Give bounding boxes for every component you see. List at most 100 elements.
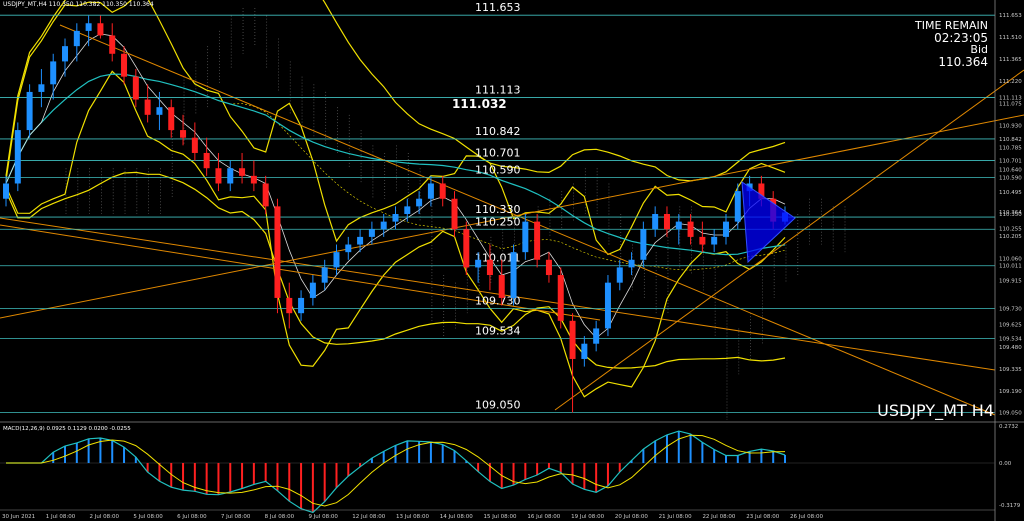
candle xyxy=(286,297,293,314)
candle xyxy=(50,61,57,85)
candle xyxy=(97,23,104,36)
candle xyxy=(250,175,257,184)
bollinger-lower xyxy=(5,171,786,369)
candle xyxy=(132,76,139,100)
candle xyxy=(439,183,446,199)
price-tick-label: 109.915 xyxy=(999,278,1022,284)
price-tick-label: 111.653 xyxy=(999,13,1022,19)
candle xyxy=(73,30,80,47)
time-remain-value: 02:23:05 xyxy=(934,31,988,45)
candle xyxy=(380,221,387,230)
candle xyxy=(333,252,340,268)
trend-line xyxy=(0,224,601,321)
time-tick-label: 20 Jul 08:00 xyxy=(615,514,648,520)
candle xyxy=(85,23,92,31)
candle xyxy=(734,191,741,222)
candle xyxy=(215,168,222,184)
price-levels: 111.653 111.113 110.842 110.701 110.590 110.3… xyxy=(0,1,995,413)
candle xyxy=(345,244,352,253)
trend-line xyxy=(59,24,996,416)
candle xyxy=(545,259,552,276)
symbol-info-header: USDJPY_MT,H4 110.350 110.382 110.350 110… xyxy=(3,1,154,8)
time-tick-label: 14 Jul 08:00 xyxy=(440,514,473,520)
candle xyxy=(534,221,541,260)
candle xyxy=(451,198,458,230)
triangle-pattern xyxy=(741,181,796,264)
ichimoku-cloud xyxy=(65,8,846,420)
ma-middle xyxy=(5,73,786,271)
candle xyxy=(227,168,234,184)
candle xyxy=(569,320,576,359)
price-axis: 111.653 111.510 111.365 111.220 111.113111.0… xyxy=(994,0,1022,521)
candle xyxy=(156,107,163,115)
short-band-lower xyxy=(5,70,786,398)
time-tick-label: 6 Jul 08:00 xyxy=(177,514,207,520)
candle xyxy=(368,229,375,237)
price-tick-label: 110.205 xyxy=(999,234,1022,240)
candle xyxy=(321,267,328,283)
candle xyxy=(392,214,399,222)
price-tick-label: 110.785 xyxy=(999,146,1022,152)
short-band-upper xyxy=(5,0,786,256)
bid-label: Bid xyxy=(970,43,988,56)
price-tick-label: 110.011 xyxy=(999,264,1022,270)
candle xyxy=(168,107,175,131)
candle xyxy=(203,152,210,169)
price-tick-label: 110.640 xyxy=(999,168,1022,174)
trend-line xyxy=(0,114,1024,319)
bid-price: 110.364 xyxy=(938,55,988,69)
time-tick-label: 12 Jul 08:00 xyxy=(352,514,385,520)
candle xyxy=(581,343,588,359)
candle xyxy=(593,328,600,344)
price-tick-label: 109.625 xyxy=(999,323,1022,329)
candle xyxy=(3,183,9,199)
time-tick-label: 21 Jul 08:00 xyxy=(659,514,692,520)
candle xyxy=(604,282,611,329)
macd-line xyxy=(6,430,786,514)
price-tick-label: 111.220 xyxy=(999,79,1022,85)
triangle-shape xyxy=(741,181,796,264)
time-tick-label: 16 Jul 08:00 xyxy=(527,514,560,520)
price-tick-label: 110.350 xyxy=(999,212,1022,218)
candle xyxy=(628,259,635,268)
level-label: 109.730 xyxy=(475,295,521,308)
price-tick-label: 109.730 xyxy=(999,307,1022,313)
candle xyxy=(309,282,316,298)
level-label: 109.050 xyxy=(475,398,521,411)
candle xyxy=(510,252,517,298)
price-tick-label: 109.534 xyxy=(999,337,1022,343)
time-tick-label: 5 Jul 08:00 xyxy=(133,514,163,520)
price-tick-label: 111.365 xyxy=(999,57,1022,63)
price-tick-label: 109.050 xyxy=(999,410,1022,416)
candle xyxy=(663,214,670,230)
candle xyxy=(298,297,305,314)
candle xyxy=(640,229,647,260)
macd-signal-line xyxy=(6,434,786,507)
macd-label: MACD(12,26,9) 0.0925 0.1129 0.0200 -0.02… xyxy=(3,426,131,432)
price-tick-label: 111.113 xyxy=(999,96,1022,102)
candle xyxy=(557,275,564,321)
price-tick-label: 110.060 xyxy=(999,256,1022,262)
price-tick-label: 110.701 xyxy=(999,158,1022,164)
candle xyxy=(711,236,718,245)
candle xyxy=(109,35,116,54)
candle xyxy=(191,137,198,153)
candle xyxy=(38,84,45,92)
level-label: 110.842 xyxy=(475,125,521,138)
candle xyxy=(262,183,269,207)
time-remain-box: TIME REMAIN 02:23:05 Bid 110.364 xyxy=(915,20,988,69)
level-label: 111.113 xyxy=(475,84,521,97)
candle xyxy=(463,229,470,268)
price-tick-label: 111.510 xyxy=(999,35,1022,41)
candle xyxy=(14,130,21,184)
price-tick-label: 109.335 xyxy=(999,367,1022,373)
time-tick-label: 26 Jul 08:00 xyxy=(790,514,823,520)
macd-tick-label: 0.00 xyxy=(999,461,1012,467)
candle xyxy=(121,53,128,77)
symbol-watermark: USDJPY_MT H4 xyxy=(877,401,994,420)
time-tick-label: 8 Jul 08:00 xyxy=(265,514,295,520)
trend-line xyxy=(0,217,996,371)
highlight-label: 111.032 xyxy=(452,97,507,111)
trend-lines xyxy=(0,24,1024,416)
